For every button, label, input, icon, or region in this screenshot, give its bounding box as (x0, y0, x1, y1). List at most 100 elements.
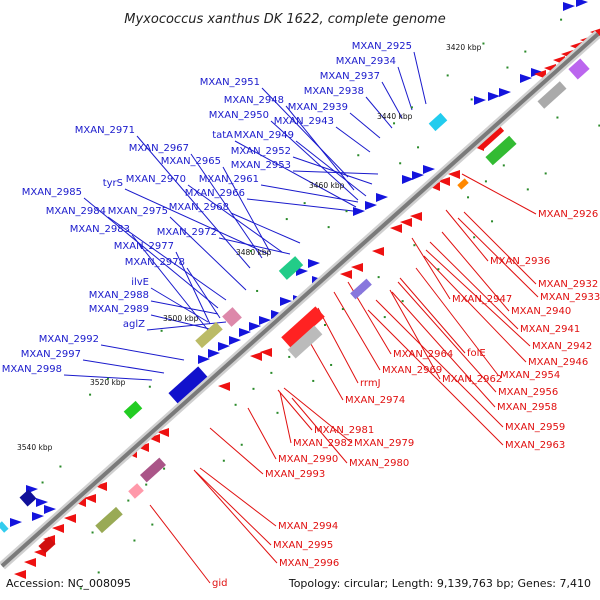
callout-line (429, 241, 519, 330)
forward-gene-arrow (198, 355, 210, 364)
callout-line (175, 251, 211, 325)
forward-gene-arrow (208, 349, 220, 358)
reverse-gene-label: MXAN_2956 (498, 387, 558, 398)
tick-dot (437, 268, 440, 271)
tick-dot (446, 74, 449, 77)
tick-dot (106, 377, 109, 380)
tick-dot (413, 244, 416, 247)
forward-gene-label: MXAN_2949 (234, 130, 294, 141)
tick-dot (556, 116, 559, 119)
callout-line (136, 135, 251, 269)
reverse-gene-arrow (372, 247, 384, 256)
callout-line (389, 289, 441, 380)
callout-line (349, 112, 381, 139)
reverse-gene-label: MXAN_2941 (520, 324, 580, 335)
callout-line (277, 389, 313, 431)
gene-block (38, 536, 56, 554)
tick-dot (345, 210, 348, 213)
tick-dot (240, 443, 243, 446)
gene-block (0, 521, 9, 533)
callout-line (150, 287, 209, 323)
gene-block (19, 489, 37, 507)
callout-line (283, 387, 353, 444)
forward-gene-label: MXAN_2934 (336, 56, 396, 67)
forward-gene-label: MXAN_2965 (161, 156, 221, 167)
callout-line (399, 277, 466, 354)
callout-line (107, 216, 227, 301)
callout-line (63, 374, 153, 381)
tick-dot (79, 587, 82, 590)
callout-line (457, 217, 539, 298)
callout-line (375, 299, 504, 428)
forward-gene-arrow (520, 74, 532, 83)
genome-backbone (0, 30, 600, 570)
reverse-gene-arrow (340, 270, 352, 279)
accession-text: Accession: NC_008095 (6, 577, 131, 590)
forward-gene-arrow (576, 0, 588, 7)
forward-gene-label: MXAN_2971 (75, 125, 135, 136)
reverse-gene-label: MXAN_2990 (278, 454, 338, 465)
reverse-gene-label: MXAN_2993 (265, 469, 325, 480)
tick-dot (160, 329, 163, 332)
callout-line (260, 184, 359, 203)
callout-line (82, 359, 165, 374)
tick-dot (312, 379, 315, 382)
forward-gene-label: MXAN_2925 (352, 41, 412, 52)
callout-line (209, 427, 264, 475)
forward-gene-label: MXAN_2948 (224, 95, 284, 106)
reverse-gene-label: MXAN_2996 (279, 558, 339, 569)
tick-dot (399, 162, 402, 165)
map-title: Myxococcus xanthus DK 1622, complete gen… (124, 12, 445, 27)
reverse-gene-label: MXAN_2954 (500, 370, 560, 381)
callout-line (391, 291, 496, 408)
callout-lines (63, 51, 539, 584)
gene-block (428, 112, 448, 132)
forward-gene-arrow (239, 328, 251, 337)
callout-line (270, 120, 359, 201)
forward-gene-label: MXAN_2968 (169, 202, 229, 213)
reverse-gene-arrow (448, 170, 460, 179)
forward-gene-arrow (229, 336, 241, 345)
gene-block (195, 321, 223, 349)
scale-tick-label: 3500 kbp (163, 314, 199, 323)
reverse-gene-label: MXAN_2981 (314, 425, 374, 436)
reverse-gene-arrow (95, 482, 107, 491)
reverse-gene-arrow (218, 382, 230, 391)
callout-line (425, 249, 531, 347)
gene-block (350, 278, 372, 300)
tick-dot (89, 393, 92, 396)
callout-line (150, 300, 219, 315)
tick-dot (127, 499, 130, 502)
forward-gene-arrow (563, 2, 575, 11)
gene-block (537, 81, 567, 109)
callout-line (335, 126, 371, 153)
reverse-gene-arrow (250, 352, 262, 361)
tick-dot (91, 531, 94, 534)
reverse-gene-label: MXAN_2974 (345, 395, 405, 406)
gene-block (222, 307, 242, 327)
callout-line (397, 66, 413, 111)
forward-gene-arrow (531, 68, 543, 77)
reverse-gene-arrow (74, 498, 86, 507)
tick-dot (502, 164, 505, 167)
callout-line (461, 173, 537, 215)
gene-block (278, 256, 304, 280)
scale-tick-label: 3420 kbp (446, 43, 482, 52)
tick-dot (560, 18, 563, 21)
forward-gene-arrow (412, 171, 424, 180)
callout-line (195, 471, 272, 546)
forward-gene-label: MXAN_2952 (231, 146, 291, 157)
callout-line (317, 307, 359, 384)
tick-dot (491, 220, 494, 223)
reverse-gene-arrow (137, 443, 149, 452)
forward-gene-arrow (296, 267, 308, 276)
tick-dot (252, 387, 255, 390)
callout-line (423, 255, 527, 363)
forward-gene-label: MXAN_2951 (200, 77, 260, 88)
backbone-line (0, 32, 600, 568)
callout-line (83, 197, 219, 309)
reverse-gene-label: MXAN_2963 (505, 440, 565, 451)
reverse-gene-arrow (84, 494, 96, 503)
reverse-gene-label: MXAN_2942 (532, 341, 592, 352)
